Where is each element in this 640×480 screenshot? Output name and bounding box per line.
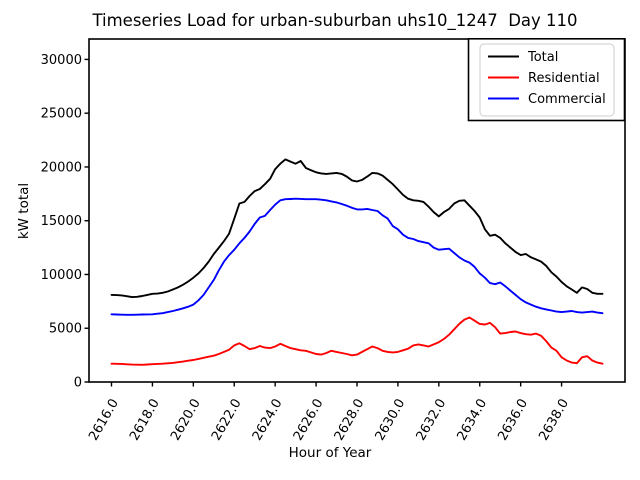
legend-label-residential: Residential [528, 71, 600, 86]
series-line-total [110, 158, 604, 299]
y-tick-label: 5000 [49, 322, 82, 337]
x-tick-label: 2634.0 [454, 397, 490, 444]
x-tick-label: 2638.0 [536, 397, 572, 444]
series-line-residential [110, 316, 604, 366]
x-tick-label: 2616.0 [86, 397, 122, 444]
legend-label-total: Total [527, 50, 558, 65]
x-tick-label: 2624.0 [250, 397, 286, 444]
x-tick-label: 2618.0 [127, 397, 163, 444]
legend: Total Residential Commercial [467, 37, 626, 122]
data-series [110, 158, 604, 366]
y-tick-label: 15000 [41, 214, 82, 229]
axes-frame [88, 38, 626, 383]
y-tick-label: 25000 [41, 107, 82, 122]
x-tick-label: 2630.0 [373, 397, 409, 444]
y-tick-label: 30000 [41, 53, 82, 68]
x-tick-label: 2626.0 [291, 397, 327, 444]
x-tick-label: 2636.0 [495, 397, 531, 444]
chart-title: Timeseries Load for urban-suburban uhs10… [92, 11, 578, 30]
series-line-commercial [110, 197, 604, 316]
legend-label-commercial: Commercial [528, 92, 606, 107]
x-tick-label: 2620.0 [168, 397, 204, 444]
y-tick-label: 20000 [41, 160, 82, 175]
x-axis-label: Hour of Year [288, 445, 372, 461]
x-tick-label: 2622.0 [209, 397, 245, 444]
y-tick-label: 10000 [41, 268, 82, 283]
y-tick-label: 0 [74, 376, 82, 391]
x-tick-label: 2628.0 [332, 397, 368, 444]
x-tick-label: 2632.0 [414, 397, 450, 444]
